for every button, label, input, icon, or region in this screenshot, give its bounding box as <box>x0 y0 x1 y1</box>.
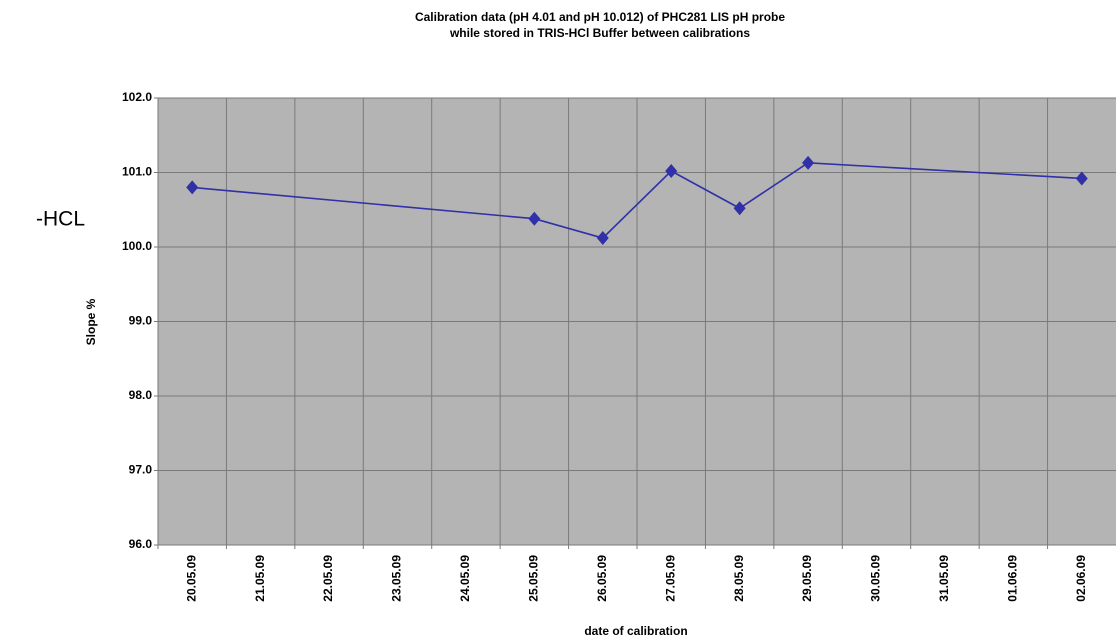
x-tick-label: 24.05.09 <box>458 555 472 602</box>
marker <box>1075 171 1088 186</box>
marker <box>802 155 815 170</box>
annotation: -HCL <box>36 208 85 231</box>
x-tick-label: 20.05.09 <box>184 555 198 602</box>
y-tick-label: 97.0 <box>129 463 153 477</box>
marker <box>733 201 746 216</box>
y-tick-label: 101.0 <box>122 165 152 179</box>
x-tick-label: 27.05.09 <box>663 555 677 602</box>
chart-subtitle: while stored in TRIS-HCl Buffer between … <box>449 26 750 40</box>
x-tick-label: 02.06.09 <box>1074 555 1088 602</box>
x-tick-label: 29.05.09 <box>800 555 814 602</box>
y-tick-label: 102.0 <box>122 90 152 104</box>
marker <box>186 180 199 195</box>
x-tick-label: 30.05.09 <box>869 555 883 602</box>
y-axis-label: Slope % <box>84 298 98 345</box>
marker <box>528 211 541 226</box>
x-tick-label: 26.05.09 <box>595 555 609 602</box>
x-axis-label: date of calibration <box>584 624 687 638</box>
y-tick-label: 100.0 <box>122 239 152 253</box>
x-tick-label: 28.05.09 <box>732 555 746 602</box>
y-tick-label: 96.0 <box>129 537 153 551</box>
x-tick-label: 23.05.09 <box>390 555 404 602</box>
marker <box>596 231 609 246</box>
chart-title: Calibration data (pH 4.01 and pH 10.012)… <box>415 10 785 24</box>
x-tick-label: 25.05.09 <box>527 555 541 602</box>
x-tick-label: 22.05.09 <box>321 555 335 602</box>
x-tick-label: 01.06.09 <box>1006 555 1020 602</box>
x-tick-label: 31.05.09 <box>937 555 951 602</box>
marker <box>665 164 678 179</box>
x-tick-label: 21.05.09 <box>253 555 267 602</box>
y-tick-label: 99.0 <box>129 314 153 328</box>
y-tick-label: 98.0 <box>129 388 153 402</box>
